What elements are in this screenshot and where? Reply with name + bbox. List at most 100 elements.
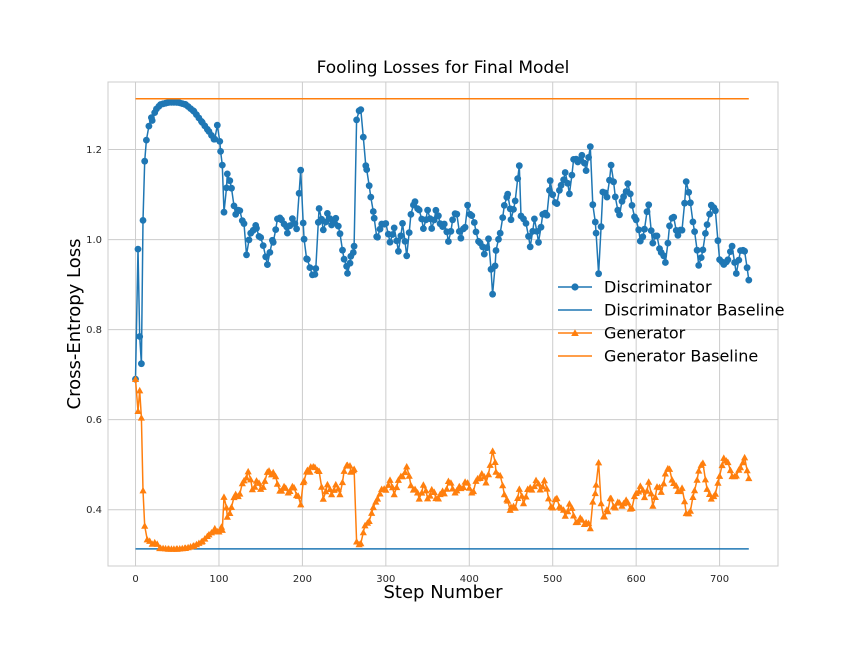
generator-point [426, 492, 434, 499]
generator-point [741, 453, 749, 461]
legend: Discriminator Discriminator Baseline Gener… [558, 278, 784, 366]
legend-item-discriminator-baseline: Discriminator Baseline [558, 301, 784, 320]
discriminator-point [220, 208, 228, 216]
discriminator-point [662, 259, 669, 266]
discriminator-point [595, 270, 602, 278]
discriminator-point [649, 239, 657, 247]
generator-point [282, 484, 290, 491]
generator-point [247, 475, 255, 483]
generator-point [539, 482, 547, 490]
discriminator-point [136, 333, 144, 340]
generator-point [703, 485, 711, 492]
discriminator-point [370, 214, 378, 222]
generator-point [332, 480, 340, 488]
legend-label: Generator Baseline [604, 347, 758, 366]
discriminator-point [312, 265, 320, 272]
generator-point [686, 507, 694, 514]
discriminator-point [447, 227, 455, 235]
generator-point [511, 504, 519, 511]
generator-point [739, 458, 747, 466]
discriminator-point [332, 214, 340, 222]
generator-point [300, 477, 308, 484]
discriminator-point [315, 205, 323, 212]
discriminator-point [236, 207, 244, 215]
generator-point [595, 458, 603, 466]
discriminator-point [564, 179, 572, 187]
discriminator-point [546, 177, 554, 185]
generator-point [328, 490, 336, 498]
x-tick-label: 500 [543, 574, 562, 585]
generator-point [448, 485, 457, 492]
generator-point [695, 467, 703, 474]
generator-point [401, 468, 409, 476]
generator-point [141, 522, 149, 529]
discriminator-point [492, 247, 500, 254]
discriminator-point [401, 238, 409, 245]
discriminator-point [293, 225, 300, 233]
discriminator-point [306, 264, 314, 271]
generator-point [543, 485, 551, 492]
discriminator-point [134, 245, 142, 253]
generator-point [635, 488, 643, 495]
generator-point [559, 506, 568, 513]
legend-item-generator-baseline: Generator Baseline [558, 347, 758, 366]
legend-marker [571, 283, 579, 291]
discriminator-point [291, 220, 299, 228]
discriminator-point [217, 148, 225, 155]
generator-point [334, 485, 342, 492]
generator-point [643, 487, 651, 494]
discriminator-point [218, 161, 226, 169]
discriminator-point [597, 223, 605, 231]
generator-point [491, 458, 499, 466]
generator-point [317, 483, 326, 490]
generator-point [139, 486, 147, 494]
generator-point [592, 481, 600, 488]
discriminator-point [407, 211, 415, 218]
discriminator-point [470, 219, 478, 226]
generator-point [589, 498, 597, 505]
discriminator-point [626, 190, 634, 198]
discriminator-point [240, 220, 248, 228]
generator-point [672, 482, 680, 489]
x-axis-label: Step Number [383, 582, 503, 603]
discriminator-point [245, 236, 253, 244]
generator-point [647, 489, 655, 497]
generator-point [359, 528, 367, 536]
generator-point [636, 482, 644, 489]
discriminator-point [139, 217, 147, 224]
generator-point [530, 482, 538, 490]
generator-point [322, 487, 330, 495]
discriminator-point [670, 213, 678, 221]
discriminator-point [266, 249, 274, 256]
discriminator-point [403, 252, 411, 260]
generator-point [226, 509, 234, 516]
generator-point [218, 526, 226, 533]
discriminator-point [500, 202, 508, 209]
legend-item-discriminator: Discriminator [558, 278, 712, 297]
generator-point [489, 447, 497, 454]
discriminator-point [257, 234, 265, 241]
generator-point [443, 485, 451, 492]
discriminator-point [728, 242, 736, 250]
discriminator-point [393, 237, 401, 245]
generator-point [714, 479, 722, 486]
discriminator-point [216, 138, 224, 145]
generator-point [584, 519, 593, 527]
x-tick-label: 0 [132, 574, 138, 585]
generator-point [153, 540, 161, 547]
generator-point [422, 486, 430, 494]
generator-point [540, 476, 548, 484]
generator-point [365, 517, 373, 524]
generator-point [624, 498, 632, 506]
discriminator-point [635, 226, 643, 234]
generator-point [628, 504, 636, 512]
series-layer [131, 97, 753, 552]
discriminator-point [489, 290, 496, 298]
legend-label: Discriminator Baseline [604, 301, 784, 320]
discriminator-point [415, 206, 423, 214]
discriminator-point [346, 259, 354, 267]
discriminator-point [350, 242, 358, 250]
discriminator-point [581, 159, 588, 167]
generator-point [690, 486, 699, 494]
discriminator-point [336, 230, 344, 238]
